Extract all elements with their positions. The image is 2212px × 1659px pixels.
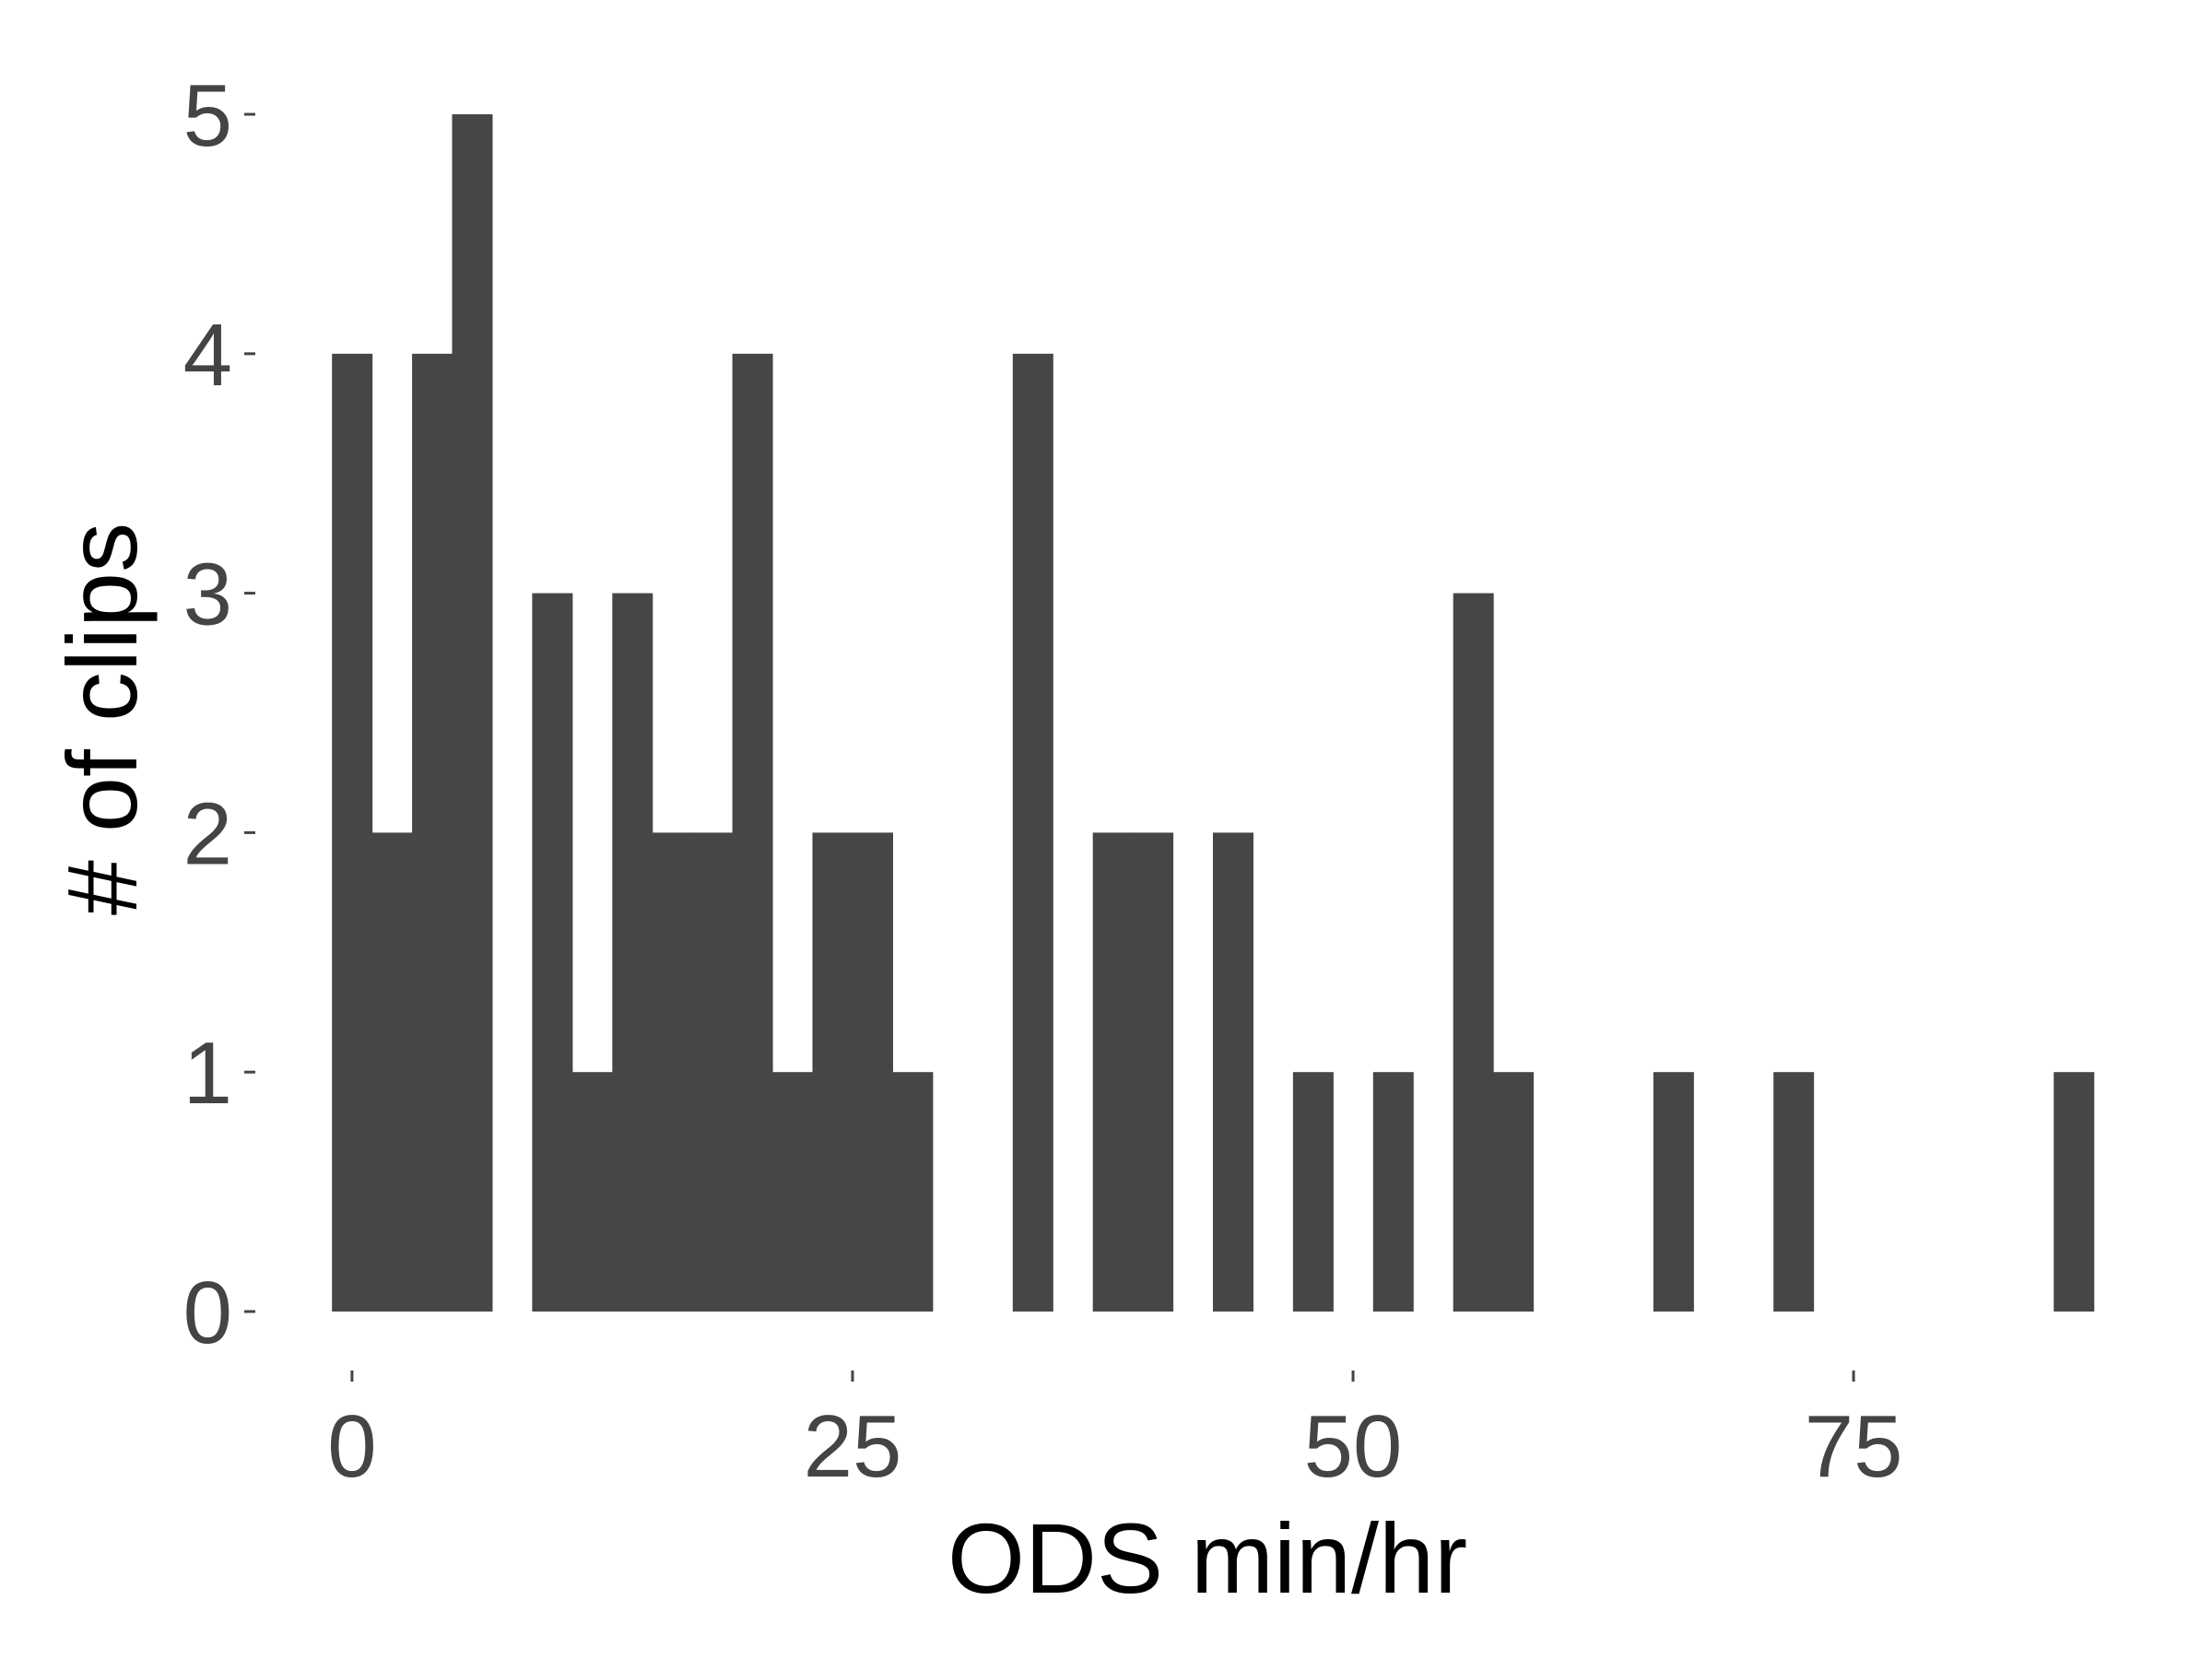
y-axis: 0 1 2 3 4 5 xyxy=(183,66,255,1362)
y-tick-label-4: 4 xyxy=(183,306,232,405)
histogram-bar-1 xyxy=(371,832,413,1312)
histogram-bar-21 xyxy=(1493,1072,1535,1312)
histogram-bar-5 xyxy=(571,1072,613,1312)
histogram-bar-18 xyxy=(1292,1072,1334,1312)
y-tick-label-3: 3 xyxy=(183,546,232,644)
histogram-bar-8 xyxy=(692,832,734,1312)
histogram-bar-6 xyxy=(612,593,653,1312)
bars-layer xyxy=(332,114,2095,1312)
histogram-bar-20 xyxy=(1453,593,1494,1312)
histogram-bar-4 xyxy=(532,593,573,1312)
histogram-bar-23 xyxy=(1773,1072,1815,1312)
histogram-bar-14 xyxy=(1012,353,1053,1312)
histogram-bar-11 xyxy=(812,832,853,1312)
x-tick-label-75: 75 xyxy=(1805,1397,1903,1496)
histogram-bar-0 xyxy=(332,353,373,1312)
histogram-bar-10 xyxy=(772,1072,814,1312)
histogram-bar-22 xyxy=(1653,1072,1694,1312)
x-tick-label-50: 50 xyxy=(1304,1397,1403,1496)
x-tick-label-25: 25 xyxy=(804,1397,902,1496)
histogram-bar-17 xyxy=(1213,832,1253,1312)
histogram-bar-15 xyxy=(1092,832,1134,1312)
histogram-bar-7 xyxy=(652,832,693,1312)
histogram-bar-16 xyxy=(1133,832,1174,1312)
histogram-bar-13 xyxy=(892,1072,934,1312)
y-tick-label-5: 5 xyxy=(183,66,232,165)
y-axis-title: # of clips xyxy=(46,523,158,915)
y-tick-label-0: 0 xyxy=(183,1264,232,1362)
y-tick-label-1: 1 xyxy=(183,1024,232,1123)
histogram-bar-9 xyxy=(732,353,773,1312)
histogram-bar-12 xyxy=(853,832,893,1312)
histogram-bar-19 xyxy=(1372,1072,1414,1312)
histogram-bar-3 xyxy=(452,114,493,1312)
x-axis-title: ODS min/hr xyxy=(947,1502,1467,1614)
x-tick-label-0: 0 xyxy=(327,1397,376,1496)
x-axis: 0 25 50 75 xyxy=(327,1371,1902,1496)
histogram-bar-24 xyxy=(2053,1072,2095,1312)
histogram-bar-2 xyxy=(412,353,453,1312)
y-tick-label-2: 2 xyxy=(183,784,232,883)
